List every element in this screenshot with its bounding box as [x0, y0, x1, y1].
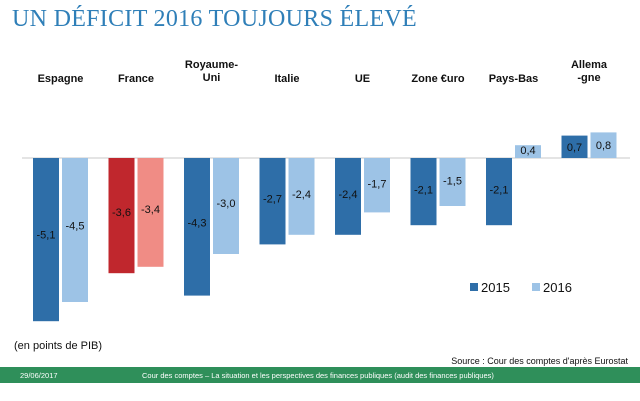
value-label: 0,7	[567, 142, 582, 154]
value-label: -3,4	[141, 204, 160, 216]
bar-2015	[33, 158, 59, 322]
value-label: 0,4	[520, 145, 535, 157]
bar-2016	[439, 158, 466, 206]
bar-2015	[184, 158, 210, 296]
source-note: Source : Cour des comptes d'après Eurost…	[451, 356, 628, 366]
value-label: -2,4	[339, 189, 358, 201]
bar-2016	[364, 158, 390, 213]
bar-2015	[410, 158, 437, 226]
value-label: -2,1	[414, 185, 433, 197]
category-label: Allema -gne	[571, 59, 608, 84]
bar-2016	[590, 132, 617, 158]
category-label: Espagne	[38, 73, 84, 85]
bar-2015	[561, 135, 588, 158]
value-label: -4,3	[188, 218, 207, 230]
unit-note: (en points de PIB)	[14, 340, 103, 352]
value-label: -1,7	[368, 179, 387, 191]
category-label: France	[118, 73, 154, 85]
value-label: -1,5	[443, 176, 462, 188]
value-label: -2,4	[292, 189, 311, 201]
category-label: Zone €uro	[411, 73, 464, 85]
bar-2015	[486, 158, 512, 226]
bar-2016	[213, 158, 239, 254]
bar-2016	[137, 158, 164, 267]
category-label: Royaume-Uni	[185, 59, 239, 84]
bar-2015	[108, 158, 135, 274]
category-label: UE	[355, 73, 370, 85]
category-label: Italie	[274, 73, 299, 85]
footer-text: Cour des comptes – La situation et les p…	[142, 371, 494, 380]
legend-label-2016: 2016	[543, 280, 572, 295]
bar-2016	[62, 158, 88, 302]
legend-label-2015: 2015	[481, 280, 510, 295]
value-label: -2,1	[490, 185, 509, 197]
footer-date: 29/06/2017	[20, 371, 58, 380]
footer-bar: 29/06/2017 Cour des comptes – La situati…	[0, 367, 640, 383]
value-label: -3,0	[217, 198, 236, 210]
legend-swatch-2015	[470, 283, 478, 291]
bar-2015	[259, 158, 286, 245]
legend-swatch-2016	[532, 283, 540, 291]
bar-2016	[288, 158, 315, 235]
bar-2016	[515, 145, 541, 158]
category-label: Pays-Bas	[489, 73, 539, 85]
bar-2015	[335, 158, 361, 235]
page-title: UN DÉFICIT 2016 TOUJOURS ÉLEVÉ	[12, 6, 418, 32]
deficit-bar-chart: Espagne -5,1 -4,5 France -3,6 -3,4 Royaume-Uni…	[22, 59, 630, 322]
value-label: -4,5	[66, 221, 85, 233]
value-label: -3,6	[112, 207, 131, 219]
value-label: -5,1	[37, 230, 56, 242]
value-label: -2,7	[263, 194, 282, 206]
value-label: 0,8	[596, 140, 611, 152]
